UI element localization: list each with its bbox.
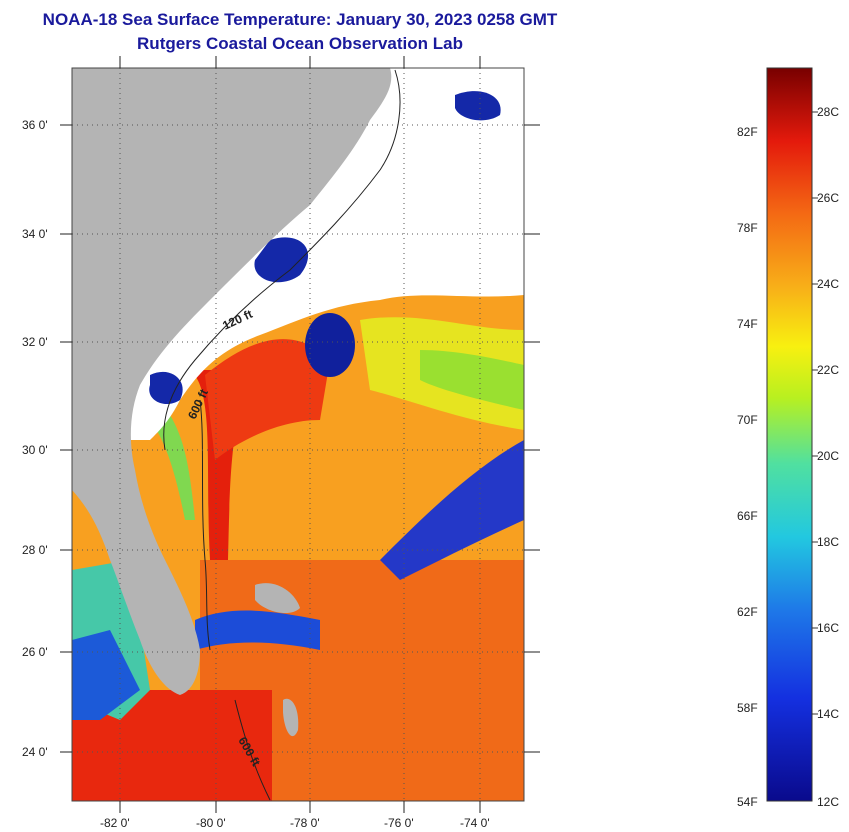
lat-label-32: 32 0' [22,335,48,349]
cb-f-70: 70F [737,413,758,427]
cb-c-14: 14C [817,707,839,721]
land-mainland [72,68,392,695]
lon-label-80: -80 0' [196,816,226,830]
cold-streak [380,440,524,580]
nearshore-strip [150,415,195,520]
lon-label-76: -76 0' [384,816,414,830]
cb-f-62: 62F [737,605,758,619]
lon-label-82: -82 0' [100,816,130,830]
lat-label-36: 36 0' [22,118,48,132]
tick-marks [60,56,540,813]
cb-f-54: 54F [737,795,758,809]
bahamas-island-1 [255,583,300,614]
west-shelf-blue [72,630,140,720]
plot-frame [71,67,525,802]
cb-c-16: 16C [817,621,839,635]
cb-c-28: 28C [817,105,839,119]
bahamas-island-2 [283,698,299,737]
lat-label-28: 28 0' [22,543,48,557]
contour-120ft-line [163,69,401,451]
lon-label-78: -78 0' [290,816,320,830]
colorbar [766,67,813,802]
cold-eddy [305,313,355,377]
contour-600ft-line-2 [234,699,271,801]
lat-label-26: 26 0' [22,645,48,659]
map-subtitle: Rutgers Coastal Ocean Observation Lab [137,34,463,53]
cb-f-58: 58F [737,701,758,715]
cb-f-66: 66F [737,509,758,523]
plot-area [72,68,524,801]
map-title: NOAA-18 Sea Surface Temperature: January… [42,10,558,29]
gulf-stream-core [190,370,260,560]
green-region [420,350,524,410]
cb-c-22: 22C [817,363,839,377]
cb-f-78: 78F [737,221,758,235]
lat-label-24: 24 0' [22,745,48,759]
cb-c-12: 12C [817,795,839,809]
lat-label-30: 30 0' [22,443,48,457]
cb-f-82: 82F [737,125,758,139]
cold-patch-1 [254,237,309,283]
colorbar-ticks [812,111,818,715]
gridlines [72,68,524,801]
gulf-stream-red-region [205,339,330,460]
cb-c-24: 24C [817,277,839,291]
cb-c-26: 26C [817,191,839,205]
lon-label-74: -74 0' [460,816,490,830]
cb-c-18: 18C [817,535,839,549]
cold-band-south [195,610,320,650]
contour-600ft-line [199,399,211,651]
cb-c-20: 20C [817,449,839,463]
lat-label-34: 34 0' [22,227,48,241]
cold-patch-3 [149,371,183,405]
cold-patch-2 [455,91,501,121]
cb-f-74: 74F [737,317,758,331]
